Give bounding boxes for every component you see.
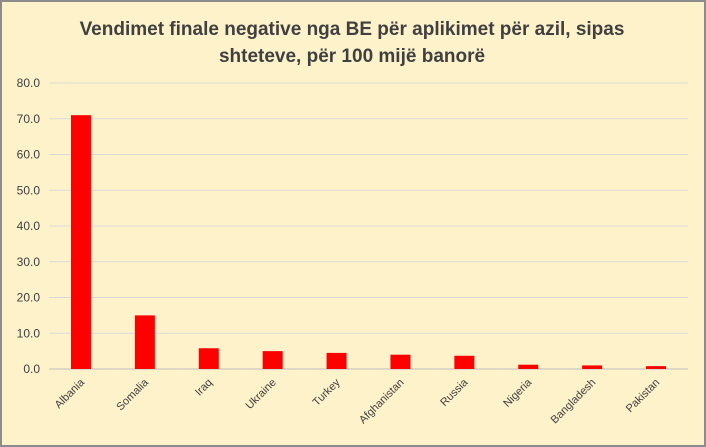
y-tick-label: 0.0: [23, 362, 40, 376]
x-category-label-russia: Russia: [438, 376, 471, 409]
y-tick-label: 70.0: [17, 112, 41, 126]
x-category-label-iraq: Iraq: [193, 377, 215, 399]
bar-nigeria: [518, 364, 539, 369]
chart-title-line-2: shteteve, për 100 mijë banorë: [218, 46, 486, 67]
bar-russia: [454, 355, 475, 369]
y-tick-label: 40.0: [17, 219, 41, 233]
bar-somalia: [134, 315, 155, 369]
y-tick-label: 20.0: [17, 291, 41, 305]
chart-title: Vendimet finale negative nga BE për apli…: [42, 16, 662, 70]
y-axis-tick-labels: 0.0 10.0 20.0 30.0 40.0 50.0 60.0 70.0 80.0: [17, 76, 41, 376]
y-tick-label: 60.0: [17, 148, 41, 162]
x-category-label-ukraine: Ukraine: [243, 377, 278, 412]
bar-albania: [70, 115, 91, 369]
x-category-label-turkey: Turkey: [311, 376, 343, 408]
grid-layer: [49, 82, 688, 370]
bar-iraq: [198, 348, 219, 369]
x-category-label-afghanistan: Afghanistan: [357, 377, 407, 427]
x-category-label-bangladesh: Bangladesh: [549, 377, 599, 427]
bars: [70, 115, 667, 369]
bar-ukraine: [262, 351, 283, 369]
chart-title-line-1: Vendimet finale negative nga BE për apli…: [79, 19, 625, 40]
y-tick-label: 80.0: [17, 76, 41, 90]
x-category-label-nigeria: Nigeria: [501, 376, 535, 410]
y-tick-label: 10.0: [17, 326, 41, 340]
y-tick-label: 50.0: [17, 183, 41, 197]
x-category-label-somalia: Somalia: [114, 376, 151, 413]
bar-afghanistan: [390, 354, 411, 369]
x-category-label-albania: Albania: [53, 376, 88, 411]
bar-turkey: [326, 352, 347, 369]
x-axis-category-labels: Albania Somalia Iraq Ukraine Turkey Afghanist…: [53, 376, 663, 426]
bar-bangladesh: [582, 365, 603, 369]
y-tick-label: 30.0: [17, 255, 41, 269]
bar-pakistan: [646, 366, 667, 369]
x-category-label-pakistan: Pakistan: [624, 377, 662, 415]
